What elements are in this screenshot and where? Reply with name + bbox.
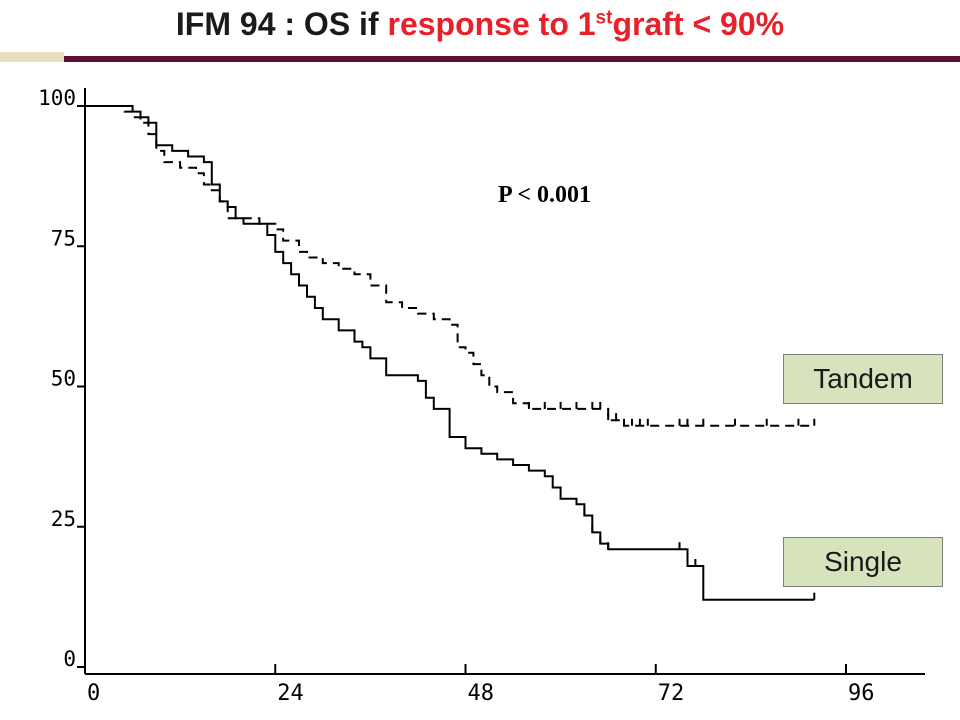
- x-tick-label: 96: [848, 681, 875, 706]
- series-tandem-line: [85, 105, 815, 427]
- legend-tandem: Tandem: [783, 354, 943, 404]
- title-rule: [64, 56, 960, 62]
- series-layer: [85, 105, 816, 601]
- y-tick-label: 50: [51, 367, 76, 391]
- y-tick-label: 25: [51, 507, 76, 531]
- p-value-annotation: P < 0.001: [498, 182, 592, 208]
- chart-axes: 100 75 50 25 00 24 48 72 96: [38, 86, 925, 706]
- legend-single: Single: [783, 537, 943, 587]
- title-rule-accent: [0, 52, 64, 62]
- title-superscript: st: [595, 7, 613, 29]
- title-bar: IFM 94 : OS if response to 1stgraft < 90…: [0, 0, 960, 56]
- x-tick-label: 24: [277, 681, 304, 706]
- title-part-red: response to 1stgraft < 90%: [387, 6, 784, 42]
- title-part-red-1: response to 1: [387, 6, 596, 42]
- title-part-red-2: graft < 90%: [612, 6, 785, 42]
- x-tick-label: 48: [468, 681, 495, 706]
- title-part-black: IFM 94 : OS if: [175, 6, 388, 42]
- x-tick-label: 72: [658, 681, 685, 706]
- x-tick-label: 0: [87, 681, 100, 706]
- slide-title: IFM 94 : OS if response to 1stgraft < 90…: [0, 6, 960, 43]
- y-tick-label: 0: [63, 647, 76, 671]
- y-tick-label: 100: [38, 86, 76, 110]
- survival-chart: 100 75 50 25 00 24 48 72 96: [38, 86, 925, 706]
- y-tick-label: 75: [51, 226, 76, 250]
- series-single-line: [85, 105, 815, 601]
